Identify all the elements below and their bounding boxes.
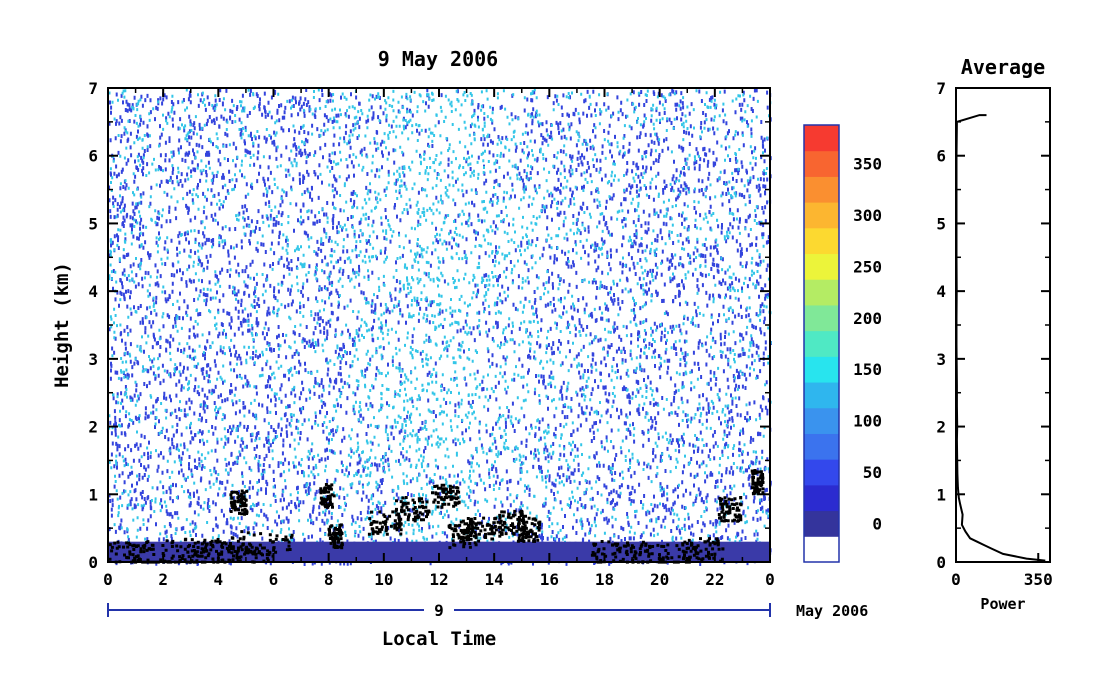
average-profile-line	[955, 114, 1046, 562]
average-x-axis: 0 350	[951, 553, 1053, 589]
colorbar-tick-label: 200	[853, 309, 882, 328]
x-tick-label: 2	[158, 570, 168, 589]
y-tick-label: 4	[88, 282, 98, 301]
colorbar-swatch	[804, 407, 839, 434]
y-tick-label: 5	[88, 214, 98, 233]
date-suffix-label: May 2006	[796, 602, 868, 620]
colorbar-tick-label: 0	[872, 514, 882, 533]
average-y-tick-label: 3	[936, 350, 946, 369]
colorbar-swatch	[804, 125, 839, 152]
average-title: Average	[961, 55, 1045, 79]
cloud-returns	[108, 469, 765, 564]
colorbar-swatch	[804, 484, 839, 512]
colorbar-swatch	[804, 150, 839, 177]
colorbar-swatch	[804, 253, 839, 280]
average-y-tick-label: 0	[936, 553, 946, 572]
average-y-axis: 0 1 2 3 4 5 6 7	[936, 79, 1050, 572]
average-frame	[955, 87, 1051, 563]
x-tick-label: 0	[765, 570, 775, 589]
average-y-tick-label: 6	[936, 147, 946, 166]
colorbar-tick-label: 300	[853, 206, 882, 225]
average-x-label: Power	[980, 595, 1025, 613]
average-y-tick-label: 1	[936, 485, 946, 504]
x-tick-label: 16	[540, 570, 559, 589]
y-axis-label: Height (km)	[51, 262, 73, 388]
colorbar-swatch	[804, 202, 839, 229]
average-y-tick-label: 4	[936, 282, 946, 301]
main-title: 9 May 2006	[378, 47, 498, 71]
colorbar-swatch	[804, 176, 839, 203]
y-tick-label: 3	[88, 350, 98, 369]
x-tick-label: 20	[650, 570, 669, 589]
date-bar-day-label: 9	[434, 601, 444, 620]
x-tick-label: 10	[374, 570, 393, 589]
heatmap-y-axis: 0 1 2 3 4 5 6 7	[88, 79, 770, 572]
y-tick-label: 2	[88, 418, 98, 437]
average-y-tick-label: 7	[936, 79, 946, 98]
colorbar-tick-label: 50	[863, 463, 882, 482]
colorbar-tick-label: 100	[853, 412, 882, 431]
heatmap-noise-blue	[108, 88, 772, 566]
average-y-tick-label: 2	[936, 418, 946, 437]
colorbar-swatch	[804, 433, 839, 460]
average-y-tick-label: 5	[936, 214, 946, 233]
average-profile-series	[955, 114, 1046, 562]
heatmap-plot-area	[108, 88, 772, 566]
y-tick-label: 6	[88, 147, 98, 166]
colorbar-swatch	[804, 304, 839, 332]
average-x-tick-label: 350	[1024, 570, 1053, 589]
x-tick-label: 4	[214, 570, 224, 589]
date-bar: 9	[107, 601, 771, 620]
colorbar: 0 50 100 150 200 250 300 350	[803, 124, 882, 563]
colorbar-swatch	[804, 356, 839, 383]
colorbar-tick-label: 150	[853, 360, 882, 379]
x-tick-label: 0	[103, 570, 113, 589]
colorbar-swatch	[804, 330, 839, 357]
colorbar-swatch	[804, 459, 839, 486]
colorbar-swatch	[804, 510, 839, 537]
x-tick-label: 14	[485, 570, 504, 589]
y-tick-label: 0	[88, 553, 98, 572]
x-tick-label: 6	[269, 570, 279, 589]
x-tick-label: 8	[324, 570, 334, 589]
colorbar-tick-label: 250	[853, 257, 882, 276]
colorbar-swatch	[804, 382, 839, 409]
colorbar-swatch	[804, 536, 839, 563]
heatmap-x-axis: 0 2 4 6 8 10 12 14 16 18 20 22 0	[103, 88, 775, 589]
average-x-tick-label: 0	[951, 570, 961, 589]
x-tick-label: 12	[429, 570, 448, 589]
x-tick-label: 22	[705, 570, 724, 589]
colorbar-swatch	[804, 279, 839, 306]
y-tick-label: 7	[88, 79, 98, 98]
colorbar-tick-label: 350	[853, 155, 882, 174]
x-axis-label: Local Time	[382, 628, 496, 650]
y-tick-label: 1	[88, 485, 98, 504]
x-tick-label: 18	[595, 570, 614, 589]
heatmap-noise-cyan	[108, 88, 772, 545]
colorbar-swatch	[804, 227, 839, 255]
